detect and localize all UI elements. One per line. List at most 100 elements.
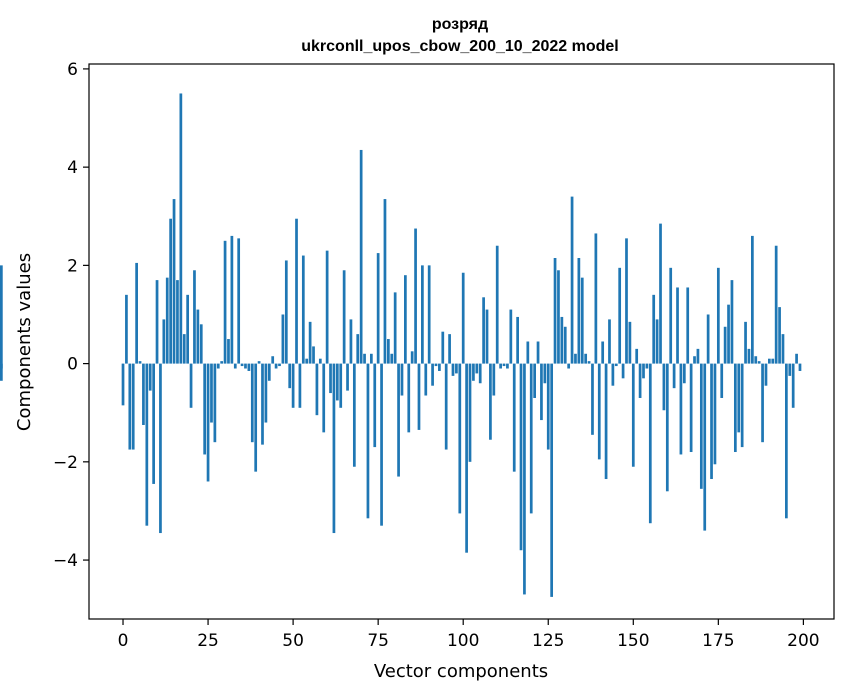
bar-component-19	[186, 294, 190, 364]
bar-component-94	[441, 331, 445, 364]
bar-component-49	[288, 363, 292, 389]
bar-component-174	[713, 363, 717, 465]
bar-component-97	[451, 363, 455, 376]
x-tick-label: 75	[367, 631, 389, 651]
bar-component-24	[203, 363, 207, 455]
bar-component-28	[216, 363, 220, 369]
bar-component-147	[621, 363, 625, 379]
bar-component-193	[778, 307, 781, 364]
bar-component-89	[424, 363, 428, 396]
y-tick-label: −2	[53, 453, 78, 473]
bar-component-59	[322, 363, 326, 433]
bar-component-195	[785, 363, 788, 519]
bar-component-4	[135, 262, 138, 364]
bar-component-70	[359, 149, 363, 364]
bar-component-40	[257, 361, 261, 364]
bar-component-128	[557, 270, 560, 364]
bar-component-138	[591, 363, 594, 435]
bar-component-150	[631, 363, 635, 467]
bar-component-52	[298, 363, 302, 408]
bar-component-199	[798, 363, 802, 371]
bar-component-5	[138, 361, 142, 364]
bar-component-37	[247, 363, 251, 371]
bar-component-166	[686, 287, 690, 364]
bar-component-148	[625, 238, 628, 364]
y-axis-label: Components values	[14, 253, 35, 431]
bar-component-38	[250, 363, 254, 443]
bar-component-110	[495, 245, 499, 364]
bar-component-27	[213, 363, 217, 443]
bar-component-185	[751, 235, 754, 364]
bar-component-162	[672, 363, 676, 389]
bar-component-56	[312, 346, 315, 364]
bar-component-184	[747, 348, 751, 364]
bar-component-189	[764, 363, 768, 386]
bar-component-130	[563, 326, 567, 364]
bar-component-7	[145, 363, 149, 526]
bar-component-54	[305, 358, 309, 364]
bar-component-69	[356, 334, 360, 364]
bar-component-126	[550, 363, 554, 597]
bar-component-139	[594, 233, 598, 364]
bar-component-137	[587, 361, 591, 364]
bar-component-9	[152, 363, 155, 484]
plot-frame	[88, 63, 835, 620]
bar-component-164	[679, 363, 683, 455]
bar-component-157	[655, 319, 659, 364]
bar-component-77	[383, 199, 387, 364]
bar-component-129	[560, 316, 564, 364]
bar-component-169	[696, 348, 700, 364]
bar-component-161	[669, 267, 673, 364]
bar-component-183	[744, 321, 747, 364]
bar-component-135	[580, 277, 584, 364]
bar-component-82	[400, 363, 404, 396]
bar-component-170	[699, 363, 703, 489]
bar-component-108	[489, 363, 492, 440]
bar-component-18	[182, 334, 186, 364]
bar-component-11	[159, 363, 162, 534]
bar-component-71	[363, 353, 366, 364]
bar-component-62	[332, 363, 336, 534]
bar-component-112	[502, 363, 506, 367]
bar-component-172	[706, 314, 710, 364]
y-tick-label: 2	[67, 256, 78, 276]
bar-component-143	[608, 319, 611, 364]
y-tick-label: 6	[67, 60, 78, 80]
bar-component-113	[506, 363, 509, 369]
bar-component-80	[393, 292, 397, 364]
bar-component-32	[230, 235, 234, 364]
bar-component-106	[482, 297, 485, 364]
bar-component-16	[176, 280, 179, 364]
bar-component-134	[577, 258, 581, 364]
bar-component-43	[267, 363, 271, 381]
bar-component-46	[278, 363, 281, 367]
bar-component-198	[795, 353, 798, 364]
x-tick-label: 125	[532, 631, 564, 651]
bar-component-88	[421, 265, 424, 364]
bar-component-175	[716, 267, 720, 364]
y-tick-label: −4	[53, 551, 78, 571]
bar-component-127	[553, 258, 557, 364]
bars-group	[0, 93, 802, 597]
x-tick-label: 0	[118, 631, 129, 651]
bar-component-87	[417, 363, 421, 430]
bar-component-180	[733, 363, 737, 453]
bar-component-149	[628, 321, 632, 364]
bar-component-42	[264, 363, 268, 423]
bar-component-156	[652, 294, 656, 364]
bar-component-6	[142, 363, 145, 425]
bar-component-17	[179, 93, 183, 364]
bar-component-63	[335, 363, 339, 401]
bar-component-65	[342, 270, 346, 364]
bar-component-20	[189, 363, 193, 408]
bar-component-103	[472, 363, 475, 381]
x-axis-label: Vector components	[374, 661, 548, 682]
bar-component-47	[281, 314, 285, 364]
bar-component-101	[465, 363, 468, 553]
x-tick-label: 200	[787, 631, 819, 651]
bar-component-57	[315, 363, 319, 416]
x-tick-label: 25	[197, 631, 219, 651]
bar-component-93	[438, 363, 441, 371]
bar-component-30	[223, 240, 227, 364]
bar-component-109	[492, 363, 496, 396]
